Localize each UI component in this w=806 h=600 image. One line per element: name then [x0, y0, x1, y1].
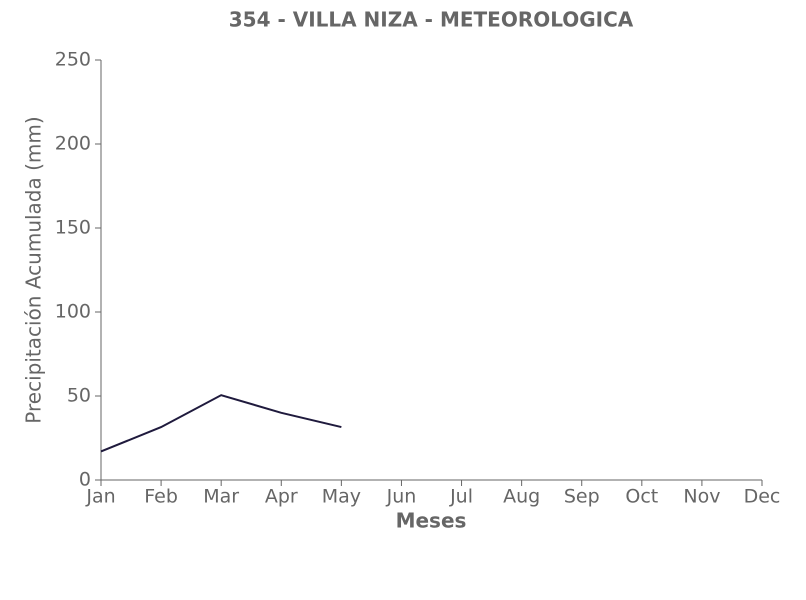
chart-title: 354 - VILLA NIZA - METEOROLOGICA	[229, 8, 634, 32]
y-tick-label: 150	[55, 217, 91, 239]
x-axis-label: Meses	[396, 509, 467, 533]
x-tick-label: Sep	[564, 486, 600, 508]
y-tick-label: 200	[55, 133, 91, 155]
x-tick-label: Jan	[85, 486, 115, 508]
x-tick-label: Oct	[625, 486, 658, 508]
x-tick-label: Apr	[265, 486, 298, 508]
y-tick-label: 100	[55, 301, 91, 323]
line-series	[100, 394, 342, 453]
x-tick-label: Jul	[449, 486, 473, 508]
x-tick-label: Dec	[744, 486, 781, 508]
x-tick-label: Nov	[683, 486, 720, 508]
x-tick-label: Aug	[503, 486, 540, 508]
x-tick-label: Mar	[203, 486, 239, 508]
x-tick-label: May	[322, 486, 361, 508]
x-tick-label: Feb	[144, 486, 178, 508]
x-tick-label: Jun	[386, 486, 417, 508]
y-tick-label: 50	[67, 385, 91, 407]
y-axis-label: Precipitación Acumulada (mm)	[22, 116, 46, 423]
y-tick-label: 250	[55, 49, 91, 71]
y-tick-label: 0	[79, 469, 91, 491]
